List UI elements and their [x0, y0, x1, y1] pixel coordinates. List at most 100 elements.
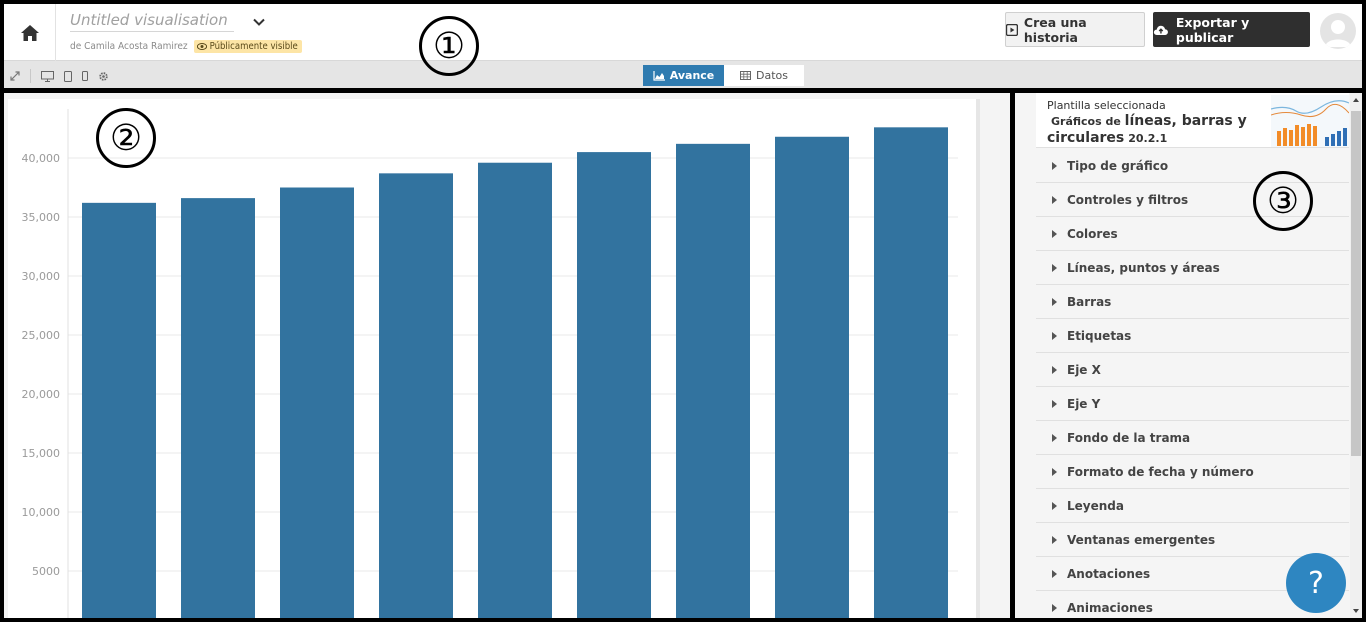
toolbar-divider [30, 69, 31, 83]
avatar[interactable] [1320, 13, 1356, 49]
template-title-line-2: circulares 20.2.1 [1047, 130, 1167, 146]
y-tick-label: 40,000 [22, 152, 61, 165]
chart-panel: 5000 10,000 15,000 20,000 25,000 30,000 35,000… [8, 99, 980, 622]
caret-right-icon [1052, 161, 1057, 170]
eye-icon [196, 43, 207, 50]
settings-menu-item[interactable]: Fondo de la trama [1036, 421, 1349, 455]
y-tick-label: 25,000 [22, 329, 61, 342]
caret-right-icon [1052, 603, 1057, 612]
help-button[interactable]: ? [1286, 553, 1346, 613]
annotation-marker-1: ① [419, 16, 479, 76]
visibility-badge[interactable]: Públicamente visible [193, 40, 302, 53]
byline: de Camila Acosta Ramirez Públicamente vi… [70, 40, 302, 53]
caret-right-icon [1052, 195, 1057, 204]
user-icon [1325, 20, 1351, 47]
scroll-thumb[interactable] [1351, 111, 1361, 456]
template-version: 20.2.1 [1128, 132, 1168, 145]
settings-menu-item-label: Líneas, puntos y áreas [1067, 260, 1220, 275]
settings-menu-item-label: Barras [1067, 294, 1112, 309]
template-selector[interactable]: Plantilla seleccionada Gráficos de línea… [1036, 93, 1349, 148]
bar[interactable] [181, 198, 255, 622]
create-story-button[interactable]: Crea una historia [1005, 12, 1145, 47]
bar[interactable] [577, 152, 651, 622]
y-tick-label: 30,000 [22, 270, 61, 283]
bar-chart: 5000 10,000 15,000 20,000 25,000 30,000 35,000… [22, 109, 958, 622]
settings-menu-item-label: Colores [1067, 226, 1118, 241]
tablet-icon[interactable] [64, 70, 72, 82]
scroll-down-icon[interactable] [1350, 606, 1362, 616]
template-thumbnail [1271, 95, 1349, 147]
visualisation-title[interactable]: Untitled visualisation [70, 11, 234, 32]
tab-avance-label: Avance [669, 69, 715, 82]
y-tick-label: 10,000 [22, 506, 61, 519]
chevron-down-icon[interactable] [252, 15, 266, 29]
tab-avance[interactable]: Avance [643, 65, 724, 86]
scroll-up-icon[interactable] [1350, 95, 1362, 105]
settings-menu-item-label: Fondo de la trama [1067, 430, 1191, 445]
bar[interactable] [478, 162, 552, 622]
bar[interactable] [775, 136, 849, 622]
y-tick-label: 35,000 [22, 211, 61, 224]
visibility-label: Públicamente visible [209, 41, 298, 52]
y-tick-label: 20,000 [22, 388, 61, 401]
caret-right-icon [1052, 331, 1057, 340]
desktop-icon[interactable] [41, 70, 54, 82]
settings-menu-item[interactable]: Etiquetas [1036, 319, 1349, 353]
expand-icon[interactable] [10, 71, 20, 81]
tab-datos-label: Datos [756, 69, 788, 82]
annotation-marker-2: ② [96, 108, 156, 168]
tab-datos[interactable]: Datos [724, 65, 804, 86]
bar[interactable] [280, 187, 354, 622]
caret-right-icon [1052, 229, 1057, 238]
caret-right-icon [1052, 399, 1057, 408]
settings-menu-item[interactable]: Leyenda [1036, 489, 1349, 523]
template-prefix: Gráficos de [1051, 115, 1121, 128]
template-label: Plantilla seleccionada [1047, 99, 1166, 112]
y-tick-label: 5000 [32, 565, 60, 578]
settings-menu-item[interactable]: Ventanas emergentes [1036, 523, 1349, 557]
annotation-divider-vertical [1010, 88, 1015, 618]
annotation-divider-horizontal [4, 88, 1362, 93]
device-controls [10, 69, 109, 83]
create-story-label: Crea una historia [1023, 14, 1087, 45]
caret-right-icon [1052, 433, 1057, 442]
bar[interactable] [379, 173, 453, 622]
settings-menu-item[interactable]: Eje Y [1036, 387, 1349, 421]
author-text: de Camila Acosta Ramirez [70, 41, 188, 52]
settings-menu-item[interactable]: Colores [1036, 217, 1349, 251]
caret-right-icon [1052, 501, 1057, 510]
caret-right-icon [1052, 297, 1057, 306]
settings-menu-item-label: Animaciones [1067, 600, 1153, 615]
settings-menu-item-label: Etiquetas [1067, 328, 1132, 343]
settings-menu-item-label: Formato de fecha y número [1067, 464, 1254, 479]
settings-menu-item-label: Controles y filtros [1067, 192, 1189, 207]
settings-menu-item[interactable]: Formato de fecha y número [1036, 455, 1349, 489]
chart-area-icon [653, 70, 665, 81]
settings-menu-item[interactable]: Barras [1036, 285, 1349, 319]
play-icon [1006, 23, 1018, 36]
template-title-line: Gráficos de líneas, barras y [1051, 113, 1247, 129]
settings-sidebar: Plantilla seleccionada Gráficos de línea… [1015, 93, 1362, 618]
bar[interactable] [874, 127, 948, 622]
phone-icon[interactable] [82, 71, 88, 81]
annotation-marker-3: ③ [1253, 171, 1313, 231]
bar[interactable] [676, 143, 750, 622]
settings-menu-item-label: Leyenda [1067, 498, 1124, 513]
top-bar: Untitled visualisation de Camila Acosta … [4, 4, 1362, 61]
home-button[interactable] [4, 4, 56, 61]
settings-menu-item-label: Ventanas emergentes [1067, 532, 1216, 547]
template-name-1: líneas, barras y [1124, 113, 1247, 129]
gear-icon[interactable] [98, 71, 109, 82]
bar[interactable] [82, 202, 156, 622]
settings-menu-item-label: Anotaciones [1067, 566, 1151, 581]
caret-right-icon [1052, 365, 1057, 374]
settings-menu-item-label: Eje Y [1067, 396, 1101, 411]
home-icon [20, 24, 39, 41]
caret-right-icon [1052, 467, 1057, 476]
sidebar-scrollbar[interactable] [1350, 93, 1362, 618]
export-publish-button[interactable]: Exportar y publicar [1153, 12, 1310, 47]
settings-menu-item[interactable]: Eje X [1036, 353, 1349, 387]
template-name-2: circulares [1047, 130, 1125, 146]
settings-menu-item[interactable]: Líneas, puntos y áreas [1036, 251, 1349, 285]
caret-right-icon [1052, 569, 1057, 578]
